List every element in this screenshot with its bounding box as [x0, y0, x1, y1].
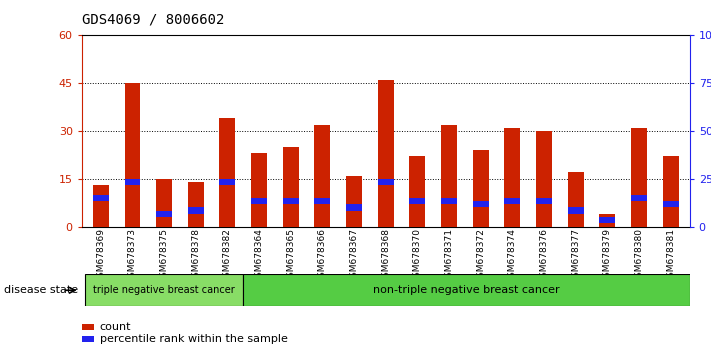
Bar: [536, 198, 552, 204]
Bar: [631, 195, 647, 201]
Bar: [441, 125, 457, 227]
Bar: [378, 80, 394, 227]
Bar: [663, 201, 678, 207]
Bar: [631, 128, 647, 227]
Bar: [220, 118, 235, 227]
Text: GDS4069 / 8006602: GDS4069 / 8006602: [82, 12, 224, 27]
Text: percentile rank within the sample: percentile rank within the sample: [100, 334, 287, 344]
Bar: [599, 217, 615, 223]
Bar: [283, 147, 299, 227]
Bar: [346, 204, 362, 211]
Bar: [283, 198, 299, 204]
Bar: [251, 198, 267, 204]
Bar: [441, 198, 457, 204]
Bar: [473, 201, 488, 207]
Bar: [82, 336, 94, 343]
Bar: [93, 195, 109, 201]
Bar: [410, 156, 425, 227]
Bar: [188, 182, 203, 227]
Bar: [599, 214, 615, 227]
Bar: [536, 131, 552, 227]
Bar: [410, 198, 425, 204]
Bar: [243, 274, 690, 306]
Bar: [378, 179, 394, 185]
Bar: [568, 207, 584, 214]
Bar: [156, 211, 172, 217]
Bar: [314, 125, 331, 227]
Bar: [314, 198, 331, 204]
Bar: [124, 83, 140, 227]
Bar: [251, 153, 267, 227]
Bar: [82, 324, 94, 330]
Bar: [504, 198, 520, 204]
Bar: [568, 172, 584, 227]
Bar: [663, 156, 678, 227]
Bar: [156, 179, 172, 227]
Bar: [473, 150, 488, 227]
Bar: [346, 176, 362, 227]
Text: disease state: disease state: [4, 285, 77, 295]
Bar: [93, 185, 109, 227]
Text: count: count: [100, 322, 131, 332]
Text: triple negative breast cancer: triple negative breast cancer: [93, 285, 235, 295]
Bar: [188, 207, 203, 214]
Text: non-triple negative breast cancer: non-triple negative breast cancer: [373, 285, 560, 295]
Bar: [124, 179, 140, 185]
Bar: [220, 179, 235, 185]
Bar: [85, 274, 243, 306]
Bar: [504, 128, 520, 227]
